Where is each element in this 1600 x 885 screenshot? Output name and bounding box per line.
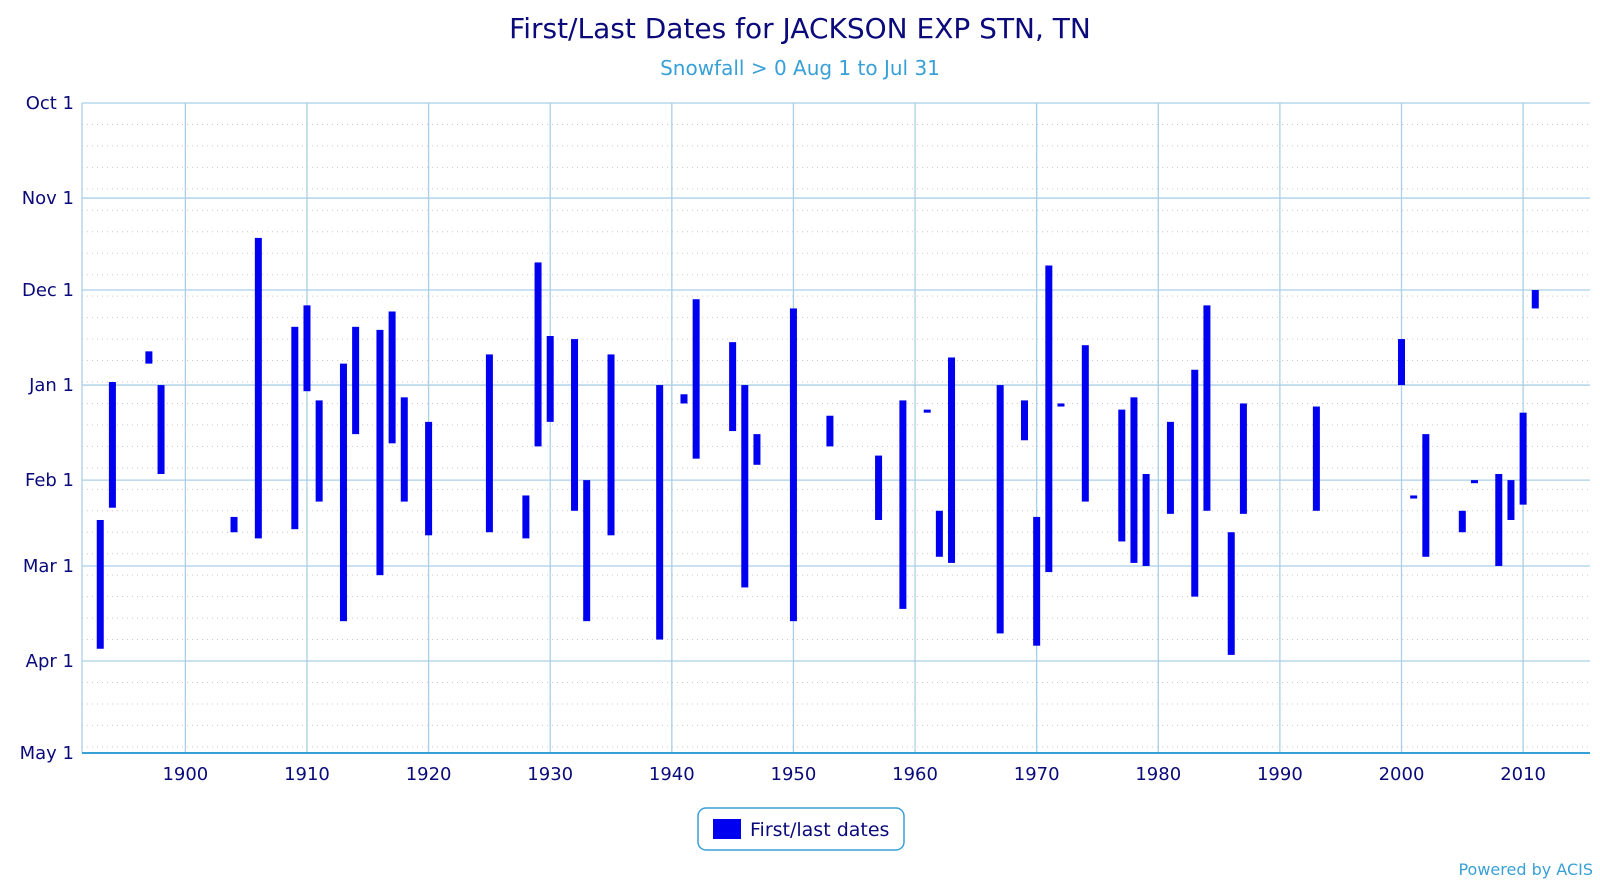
legend-box[interactable] bbox=[697, 807, 905, 851]
x-tick-label: 1980 bbox=[1135, 764, 1181, 785]
y-tick-label: Nov 1 bbox=[22, 188, 74, 209]
date-range-bar[interactable] bbox=[875, 455, 883, 520]
y-tick-label: Feb 1 bbox=[25, 470, 74, 491]
legend[interactable]: First/last dates bbox=[697, 807, 905, 851]
date-range-bar[interactable] bbox=[729, 342, 737, 432]
date-range-bar[interactable] bbox=[145, 351, 153, 364]
date-range-bar[interactable] bbox=[1045, 265, 1053, 573]
date-range-bar[interactable] bbox=[1495, 473, 1503, 566]
date-range-bar[interactable] bbox=[315, 400, 323, 502]
x-tick-label: 1960 bbox=[892, 764, 938, 785]
date-range-bar[interactable] bbox=[680, 394, 688, 404]
date-range-bar[interactable] bbox=[1203, 305, 1211, 511]
y-tick-label: Dec 1 bbox=[22, 280, 74, 301]
date-range-bar[interactable] bbox=[1239, 403, 1247, 514]
date-range-bar[interactable] bbox=[1470, 480, 1478, 484]
date-range-bar[interactable] bbox=[339, 363, 347, 622]
date-range-bar[interactable] bbox=[96, 519, 104, 649]
date-range-bar[interactable] bbox=[254, 237, 262, 539]
date-range-bar[interactable] bbox=[1033, 516, 1041, 646]
date-range-bar[interactable] bbox=[899, 400, 907, 609]
date-range-bar[interactable] bbox=[1166, 421, 1174, 514]
y-tick-label: Mar 1 bbox=[23, 556, 74, 577]
date-range-bar[interactable] bbox=[388, 311, 396, 444]
legend-swatch bbox=[713, 819, 741, 839]
x-tick-label: 1940 bbox=[649, 764, 695, 785]
date-range-bar[interactable] bbox=[376, 329, 384, 576]
date-range-bar[interactable] bbox=[400, 397, 408, 502]
date-range-bar[interactable] bbox=[1118, 409, 1126, 542]
grid bbox=[81, 102, 1590, 754]
date-range-bar[interactable] bbox=[1410, 495, 1418, 499]
date-range-bar[interactable] bbox=[303, 305, 311, 392]
x-tick-label: 1950 bbox=[771, 764, 817, 785]
date-range-bar[interactable] bbox=[352, 326, 360, 435]
date-range-bar[interactable] bbox=[692, 299, 700, 459]
date-range-bar[interactable] bbox=[1130, 397, 1138, 563]
y-tick-label: May 1 bbox=[20, 743, 74, 764]
date-range-bar[interactable] bbox=[789, 308, 797, 622]
y-tick-label: Oct 1 bbox=[26, 93, 74, 114]
date-range-bar[interactable] bbox=[1081, 345, 1089, 502]
x-tick-label: 2010 bbox=[1500, 764, 1546, 785]
date-range-bar[interactable] bbox=[753, 434, 761, 465]
x-tick-label: 1990 bbox=[1257, 764, 1303, 785]
x-tick-label: 1930 bbox=[527, 764, 573, 785]
date-range-bar[interactable] bbox=[522, 495, 530, 539]
x-tick-label: 1900 bbox=[162, 764, 208, 785]
date-range-bar[interactable] bbox=[1142, 473, 1150, 566]
date-range-bar[interactable] bbox=[1458, 510, 1466, 533]
date-range-bar[interactable] bbox=[1519, 412, 1527, 505]
date-range-bar[interactable] bbox=[1057, 403, 1065, 407]
chart-subtitle: Snowfall > 0 Aug 1 to Jul 31 bbox=[660, 56, 940, 80]
date-range-bar[interactable] bbox=[948, 357, 956, 563]
date-range-bar[interactable] bbox=[571, 339, 579, 511]
date-range-bar[interactable] bbox=[534, 262, 542, 447]
date-range-bar[interactable] bbox=[291, 326, 299, 530]
date-range-bar[interactable] bbox=[656, 385, 664, 640]
date-range-bar[interactable] bbox=[546, 336, 554, 422]
x-tick-label: 1910 bbox=[284, 764, 330, 785]
bars bbox=[96, 237, 1539, 655]
date-range-bar[interactable] bbox=[607, 354, 615, 536]
date-range-bar[interactable] bbox=[935, 510, 943, 557]
x-axis-labels: 1900 1910 1920 1930 1940 1950 1960 1970 1980 1990… bbox=[162, 764, 1546, 785]
date-range-bar[interactable] bbox=[108, 382, 116, 508]
date-range-bar[interactable] bbox=[1398, 339, 1405, 386]
y-tick-label: Apr 1 bbox=[26, 651, 74, 672]
date-range-bar[interactable] bbox=[1191, 369, 1199, 597]
date-range-bar[interactable] bbox=[485, 354, 493, 533]
date-range-bar[interactable] bbox=[1507, 480, 1515, 520]
x-tick-label: 2000 bbox=[1379, 764, 1425, 785]
y-axis-labels: Oct 1 Nov 1 Dec 1 Jan 1 Feb 1 Mar 1 Apr 1 May 1 bbox=[20, 93, 74, 764]
date-range-bar[interactable] bbox=[1422, 434, 1430, 557]
credit-link[interactable]: Powered by ACIS bbox=[1458, 860, 1593, 879]
date-range-bar[interactable] bbox=[1227, 532, 1235, 655]
date-range-bar[interactable] bbox=[826, 415, 834, 447]
legend-label: First/last dates bbox=[750, 819, 889, 841]
date-range-bar[interactable] bbox=[996, 385, 1004, 634]
date-range-bar[interactable] bbox=[425, 421, 433, 536]
y-tick-label: Jan 1 bbox=[28, 375, 74, 396]
date-range-bar[interactable] bbox=[1312, 406, 1320, 511]
date-range-bar[interactable] bbox=[583, 480, 591, 622]
date-range-bar[interactable] bbox=[157, 385, 165, 474]
date-range-bar[interactable] bbox=[741, 385, 749, 588]
chart-title: First/Last Dates for JACKSON EXP STN, TN bbox=[509, 12, 1091, 45]
x-tick-label: 1920 bbox=[406, 764, 452, 785]
date-range-bar[interactable] bbox=[1021, 400, 1028, 441]
date-range-bar[interactable] bbox=[923, 409, 931, 413]
date-range-bar[interactable] bbox=[230, 516, 238, 533]
date-range-bar[interactable] bbox=[1531, 290, 1539, 309]
x-tick-label: 1970 bbox=[1014, 764, 1060, 785]
